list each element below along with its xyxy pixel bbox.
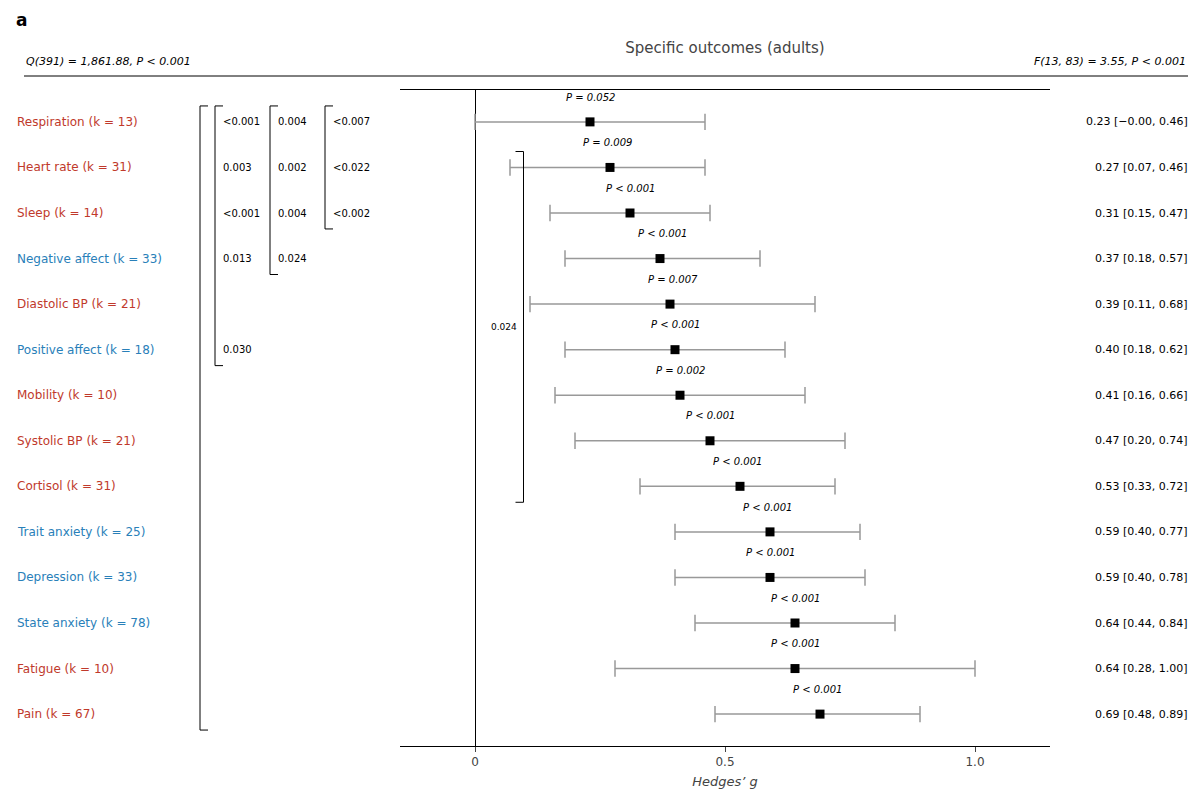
svg-text:0.59 [0.40, 0.77]: 0.59 [0.40, 0.77]: [1095, 525, 1188, 538]
svg-text:State anxiety (k = 78): State anxiety (k = 78): [17, 616, 150, 630]
svg-text:Q(391) = 1,861.88, P < 0.001: Q(391) = 1,861.88, P < 0.001: [26, 55, 191, 68]
svg-text:P = 0.009: P = 0.009: [583, 137, 632, 148]
svg-text:0.030: 0.030: [223, 344, 252, 355]
svg-text:1.0: 1.0: [965, 755, 984, 769]
svg-text:0.31 [0.15, 0.47]: 0.31 [0.15, 0.47]: [1095, 207, 1188, 220]
svg-text:Systolic BP (k = 21): Systolic BP (k = 21): [17, 434, 136, 448]
svg-text:0.39 [0.11, 0.68]: 0.39 [0.11, 0.68]: [1095, 298, 1188, 311]
svg-text:Trait anxiety (k = 25): Trait anxiety (k = 25): [17, 525, 145, 539]
svg-text:Negative affect (k = 33): Negative affect (k = 33): [17, 252, 162, 266]
svg-text:Cortisol (k = 31): Cortisol (k = 31): [17, 479, 116, 493]
svg-text:0.64 [0.28, 1.00]: 0.64 [0.28, 1.00]: [1095, 662, 1188, 675]
svg-text:0.024: 0.024: [278, 253, 307, 264]
svg-text:<0.002: <0.002: [333, 208, 370, 219]
svg-text:P < 0.001: P < 0.001: [771, 593, 820, 604]
svg-text:0.69 [0.48, 0.89]: 0.69 [0.48, 0.89]: [1095, 708, 1188, 721]
svg-text:Mobility (k = 10): Mobility (k = 10): [17, 388, 117, 402]
svg-text:P = 0.007: P = 0.007: [648, 274, 698, 285]
svg-text:0.013: 0.013: [223, 253, 252, 264]
svg-text:0.23 [−0.00, 0.46]: 0.23 [−0.00, 0.46]: [1086, 115, 1188, 128]
svg-text:0.27 [0.07, 0.46]: 0.27 [0.07, 0.46]: [1095, 161, 1188, 174]
svg-text:<0.007: <0.007: [333, 116, 370, 127]
svg-text:0: 0: [471, 755, 479, 769]
svg-text:0.64 [0.44, 0.84]: 0.64 [0.44, 0.84]: [1095, 617, 1188, 630]
svg-text:0.004: 0.004: [278, 116, 307, 127]
svg-text:P = 0.052: P = 0.052: [566, 92, 615, 103]
svg-text:Diastolic BP (k = 21): Diastolic BP (k = 21): [17, 297, 141, 311]
svg-text:0.59 [0.40, 0.78]: 0.59 [0.40, 0.78]: [1095, 571, 1188, 584]
svg-text:0.003: 0.003: [223, 162, 252, 173]
svg-text:P = 0.002: P = 0.002: [656, 365, 705, 376]
svg-text:0.004: 0.004: [278, 208, 307, 219]
svg-text:0.40 [0.18, 0.62]: 0.40 [0.18, 0.62]: [1095, 343, 1188, 356]
svg-text:Respiration (k = 13): Respiration (k = 13): [17, 115, 138, 129]
svg-text:Sleep (k = 14): Sleep (k = 14): [17, 206, 103, 220]
svg-text:Pain (k = 67): Pain (k = 67): [17, 707, 95, 721]
svg-text:Hedges’ g: Hedges’ g: [692, 774, 758, 789]
svg-text:P < 0.001: P < 0.001: [713, 456, 762, 467]
svg-text:Depression (k = 33): Depression (k = 33): [17, 570, 137, 584]
svg-text:P < 0.001: P < 0.001: [746, 547, 795, 558]
svg-text:0.002: 0.002: [278, 162, 307, 173]
svg-text:Heart rate (k = 31): Heart rate (k = 31): [17, 160, 132, 174]
svg-text:<0.022: <0.022: [333, 162, 370, 173]
svg-text:Positive affect (k = 18): Positive affect (k = 18): [17, 343, 154, 357]
svg-text:0.37 [0.18, 0.57]: 0.37 [0.18, 0.57]: [1095, 252, 1188, 265]
svg-text:F(13, 83) = 3.55, P < 0.001: F(13, 83) = 3.55, P < 0.001: [1034, 55, 1186, 68]
svg-text:P < 0.001: P < 0.001: [638, 228, 687, 239]
svg-text:P < 0.001: P < 0.001: [651, 319, 700, 330]
svg-text:P < 0.001: P < 0.001: [793, 684, 842, 695]
svg-text:P < 0.001: P < 0.001: [771, 638, 820, 649]
svg-text:<0.001: <0.001: [223, 116, 260, 127]
svg-text:0.41 [0.16, 0.66]: 0.41 [0.16, 0.66]: [1095, 389, 1188, 402]
svg-text:<0.001: <0.001: [223, 208, 260, 219]
svg-text:0.5: 0.5: [715, 755, 734, 769]
svg-text:P < 0.001: P < 0.001: [686, 410, 735, 421]
svg-text:Fatigue (k = 10): Fatigue (k = 10): [17, 662, 114, 676]
svg-text:0.53 [0.33, 0.72]: 0.53 [0.33, 0.72]: [1095, 480, 1188, 493]
svg-text:a: a: [16, 10, 27, 30]
svg-text:0.47 [0.20, 0.74]: 0.47 [0.20, 0.74]: [1095, 434, 1188, 447]
svg-text:Specific outcomes (adults): Specific outcomes (adults): [625, 39, 824, 57]
svg-text:0.024: 0.024: [491, 322, 517, 332]
svg-text:P < 0.001: P < 0.001: [743, 502, 792, 513]
svg-text:P < 0.001: P < 0.001: [606, 183, 655, 194]
